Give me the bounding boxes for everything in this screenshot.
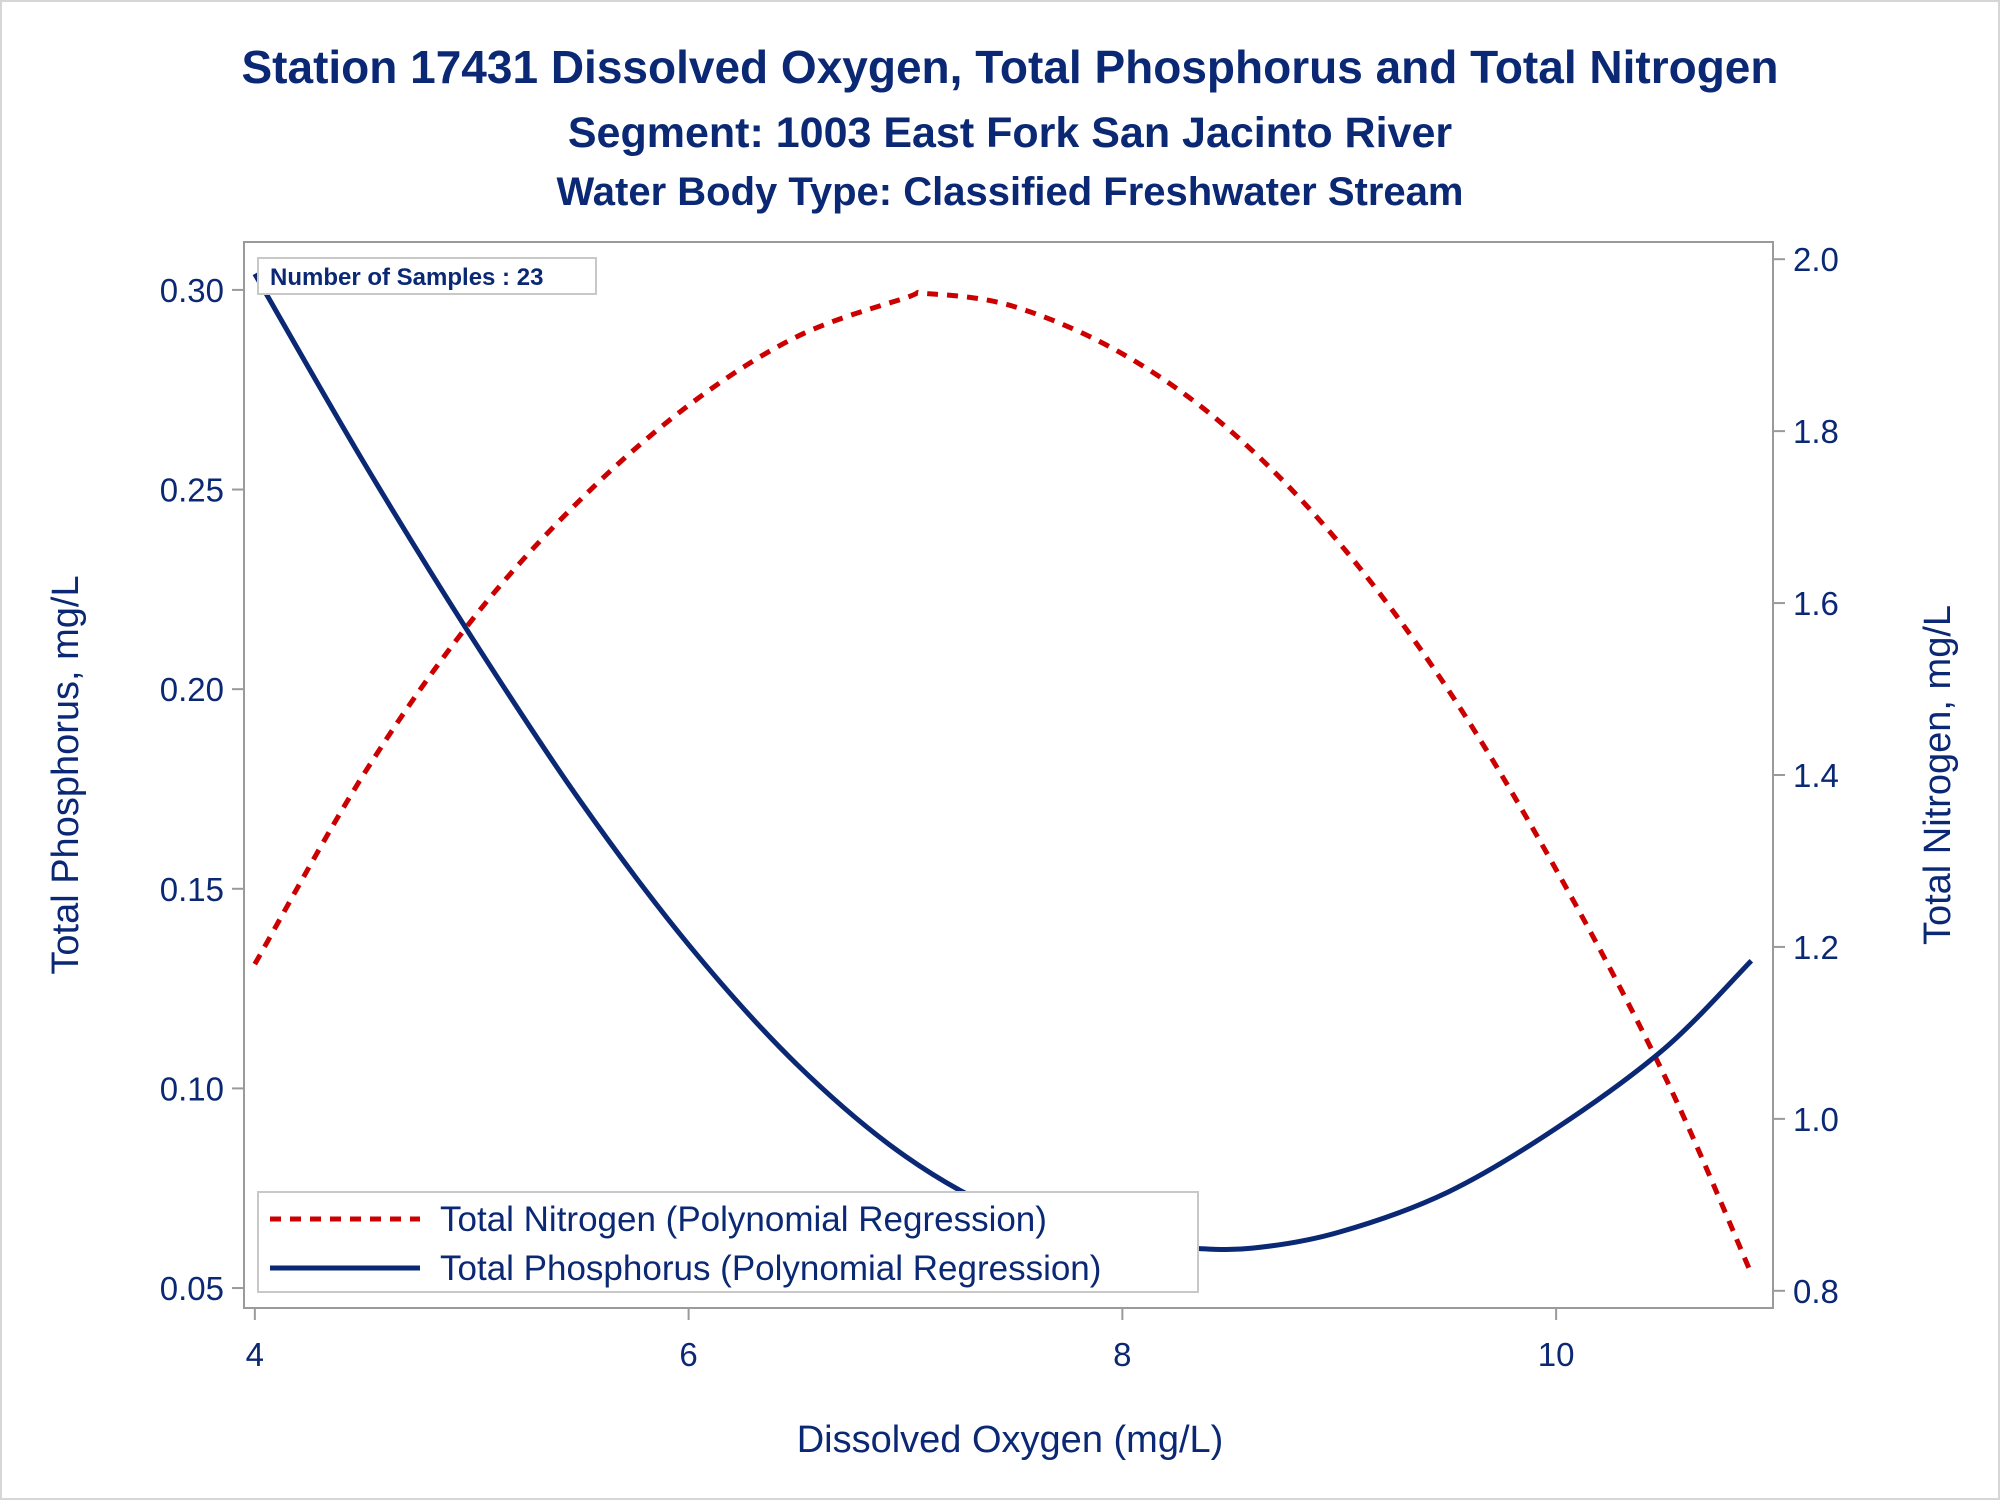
y-left-tick-label: 0.25 [160, 472, 224, 509]
sample-count-box [257, 257, 597, 295]
chart-subtitle: Segment: 1003 East Fork San Jacinto Rive… [568, 109, 1452, 157]
total-nitrogen-line [252, 289, 1754, 1275]
sample-count-label: Number of Samples : 23 [270, 264, 543, 291]
y-right-tick-label: 1.0 [1793, 1101, 1839, 1138]
chart-title: Station 17431 Dissolved Oxygen, Total Ph… [241, 41, 1778, 93]
y-left-tick-label: 0.10 [160, 1070, 224, 1107]
y-left-tick-label: 0.30 [160, 272, 224, 309]
y-axis-left-label: Total Phosphorus, mg/L [45, 575, 87, 974]
y-axis-right: 0.8 1.0 1.2 1.4 1.6 1.8 2.0 [1773, 241, 1839, 1310]
legend: Total Nitrogen (Polynomial Regression) T… [257, 1191, 1199, 1293]
legend-box [257, 1191, 1199, 1293]
x-axis: 4 6 8 10 [246, 1308, 1575, 1373]
y-right-tick-label: 1.8 [1793, 413, 1839, 450]
x-tick-label: 4 [246, 1336, 264, 1373]
y-right-tick-label: 1.4 [1793, 757, 1839, 794]
legend-phosphorus-label: Total Phosphorus (Polynomial Regression) [440, 1249, 1101, 1288]
y-axis-left: 0.05 0.10 0.15 0.20 0.25 0.30 [160, 272, 244, 1307]
x-tick-label: 10 [1538, 1336, 1575, 1373]
y-right-tick-label: 1.2 [1793, 929, 1839, 966]
x-tick-label: 8 [1113, 1336, 1131, 1373]
y-right-tick-label: 1.6 [1793, 585, 1839, 622]
total-phosphorus-line [252, 272, 1754, 1252]
y-left-tick-label: 0.20 [160, 671, 224, 708]
legend-nitrogen-label: Total Nitrogen (Polynomial Regression) [440, 1200, 1047, 1239]
series-layer [252, 272, 1754, 1275]
x-axis-label: Dissolved Oxygen (mg/L) [797, 1419, 1224, 1461]
chart-subtitle-2: Water Body Type: Classified Freshwater S… [557, 170, 1464, 214]
y-right-tick-label: 2.0 [1793, 241, 1839, 278]
y-left-tick-label: 0.15 [160, 871, 224, 908]
y-axis-right-label: Total Nitrogen, mg/L [1917, 605, 1959, 945]
y-left-tick-label: 0.05 [160, 1270, 224, 1307]
plot-area [243, 241, 1774, 1309]
x-tick-label: 6 [679, 1336, 697, 1373]
y-right-tick-label: 0.8 [1793, 1273, 1839, 1310]
